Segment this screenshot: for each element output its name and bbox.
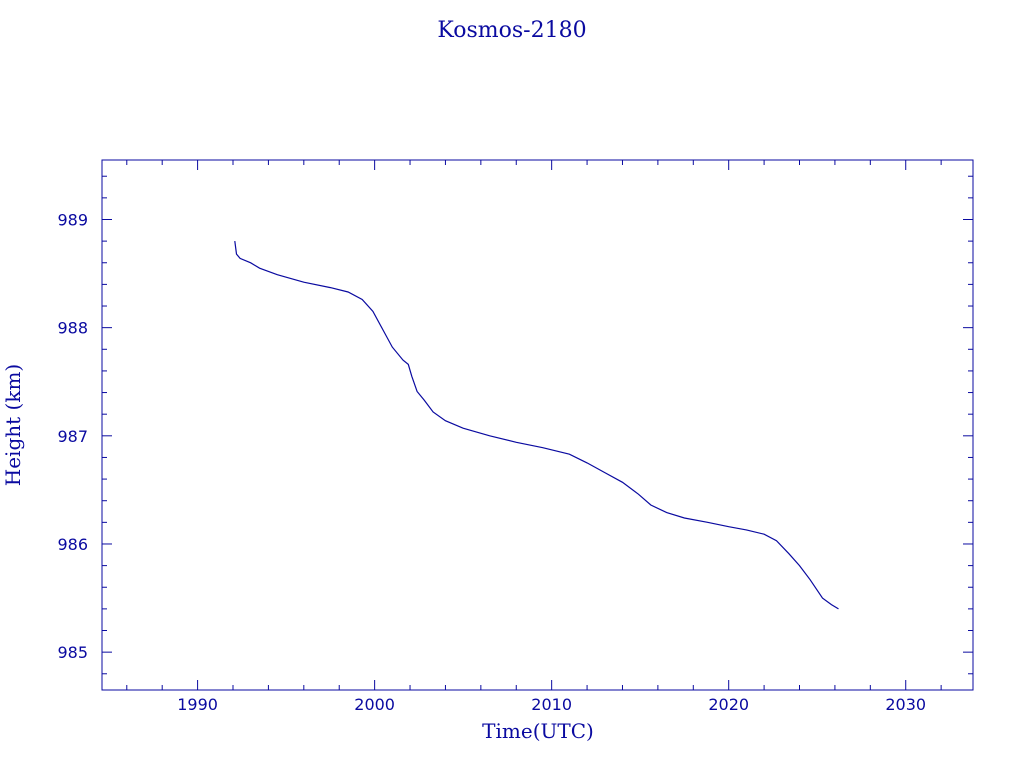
y-tick-label: 987 <box>57 427 88 446</box>
y-axis-label: Height (km) <box>1 364 25 486</box>
x-tick-label: 2010 <box>531 695 572 714</box>
y-tick-label: 988 <box>57 319 88 338</box>
axis-tick-labels: 1990 2000 2010 2020 2030 985 986 987 988 989 <box>57 210 926 714</box>
chart-title: Kosmos-2180 <box>437 18 586 43</box>
x-axis-label: Time(UTC) <box>482 719 594 743</box>
plot-area: 1990 2000 2010 2020 2030 985 986 987 988 989 <box>57 159 974 714</box>
y-tick-label: 985 <box>57 643 88 662</box>
x-tick-label: 1990 <box>177 695 218 714</box>
x-tick-label: 2030 <box>885 695 926 714</box>
series-line <box>234 241 839 610</box>
axis-ticks <box>102 160 973 690</box>
y-tick-label: 986 <box>57 535 88 554</box>
x-tick-label: 2020 <box>708 695 749 714</box>
x-tick-label: 2000 <box>354 695 395 714</box>
plot-frame <box>101 159 974 691</box>
y-tick-label: 989 <box>57 210 88 229</box>
